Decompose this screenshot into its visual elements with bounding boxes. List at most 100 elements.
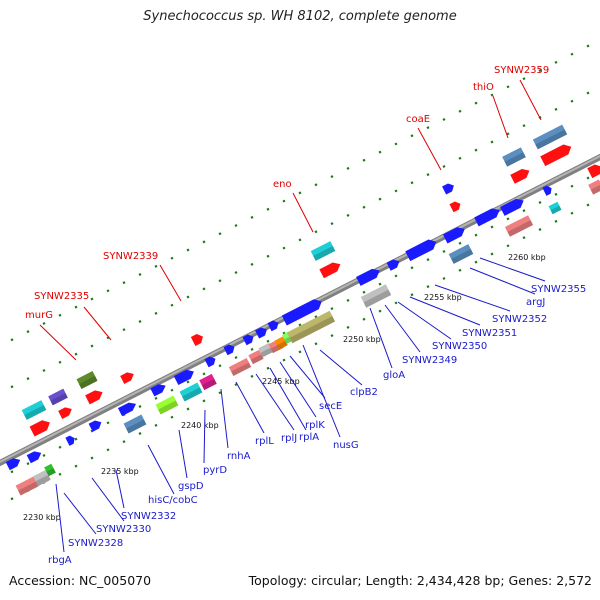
- guide-dot: [58, 360, 62, 364]
- gene-feature: [449, 201, 461, 213]
- gene-feature: [442, 227, 465, 244]
- gene-label-bottom: SYNW2349: [402, 355, 457, 366]
- gene-shape: [319, 262, 341, 279]
- guide-dot: [218, 391, 222, 395]
- gene-feature: [542, 185, 552, 196]
- guide-dot: [42, 368, 46, 372]
- leader-line: [235, 381, 265, 434]
- scale-tick-label: 2240 kbp: [181, 421, 219, 430]
- gene-shade: [126, 419, 147, 434]
- gene-label-bottom: SYNW2332: [121, 511, 176, 522]
- gene-feature: [502, 147, 526, 167]
- gene-shape: [65, 435, 75, 446]
- gene-shape: [442, 183, 454, 195]
- scale-tick-label: 2250 kbp: [343, 335, 381, 344]
- gene-feature: [44, 463, 56, 477]
- gene-feature: [190, 334, 203, 346]
- gene-shape: [500, 198, 524, 216]
- gene-shape: [204, 356, 216, 368]
- gene-shade: [46, 468, 56, 477]
- guide-dot: [138, 273, 142, 276]
- guide-dot: [410, 181, 414, 185]
- guide-dot: [186, 295, 190, 299]
- gene-label-top: thiO: [473, 82, 494, 93]
- guide-dot: [362, 205, 366, 209]
- guide-dot: [458, 241, 462, 245]
- gene-shape: [442, 227, 465, 244]
- gene-shape: [76, 371, 98, 389]
- gene-shape: [510, 168, 530, 184]
- guide-dot: [90, 344, 94, 348]
- guide-dot: [26, 330, 30, 334]
- guide-dot: [186, 380, 190, 384]
- guide-dot: [26, 377, 30, 381]
- gene-shape: [44, 463, 56, 477]
- gene-feature: [123, 414, 147, 434]
- guide-dot: [234, 271, 238, 275]
- guide-dot: [250, 215, 254, 219]
- gene-shade: [231, 362, 252, 376]
- leader-line: [178, 429, 188, 479]
- guide-dot: [394, 189, 398, 193]
- gene-shade: [250, 354, 264, 365]
- gene-feature: [442, 183, 454, 195]
- gene-label-bottom: SYNW2350: [432, 341, 487, 352]
- gene-label-top: SYNW2339: [103, 251, 158, 262]
- guide-dot: [570, 52, 574, 56]
- gene-shape: [360, 284, 392, 308]
- guide-dot: [346, 298, 350, 302]
- guide-dot: [330, 307, 334, 311]
- guide-dot: [10, 497, 14, 501]
- guide-dot: [154, 311, 158, 315]
- guide-dot: [266, 339, 270, 343]
- guide-dot: [538, 69, 542, 72]
- leader-line: [434, 284, 511, 312]
- leader-line: [63, 492, 97, 535]
- gene-shade: [535, 129, 568, 150]
- gene-feature: [88, 420, 102, 432]
- gene-shape: [405, 239, 437, 262]
- gene-feature: [117, 402, 137, 417]
- gene-shape: [248, 349, 264, 365]
- gene-shape: [123, 414, 147, 434]
- guide-dot: [410, 293, 414, 297]
- scale-ticks: 2230 kbp 2235 kbp 2240 kbp 2245 kbp 2250 kbp…: [23, 253, 546, 522]
- guide-dot: [186, 407, 190, 411]
- guide-dot: [522, 209, 526, 213]
- scale-tick-label: 2260 kbp: [508, 253, 546, 262]
- gene-feature: [356, 268, 380, 286]
- guide-dot: [170, 303, 174, 307]
- gene-shade: [201, 378, 217, 391]
- gene-label-bottom: gloA: [383, 370, 405, 381]
- gene-shade: [507, 220, 534, 237]
- gene-feature: [223, 344, 235, 356]
- guide-dot: [554, 219, 558, 223]
- guide-dot: [474, 101, 478, 105]
- guide-dot: [506, 132, 510, 136]
- gene-feature: [548, 201, 562, 215]
- gene-shape: [587, 164, 600, 179]
- gene-label-bottom: rplJ: [281, 433, 297, 444]
- gene-shape: [155, 395, 179, 415]
- guide-dot: [314, 315, 318, 319]
- gene-feature: [26, 451, 42, 464]
- guide-dot: [122, 328, 126, 332]
- guide-dot: [170, 256, 174, 260]
- gene-shade: [35, 474, 51, 487]
- leader-line: [159, 264, 182, 302]
- guide-dot: [90, 456, 94, 460]
- label-leaders: [39, 79, 546, 553]
- guide-dot: [570, 211, 574, 215]
- gene-shape: [474, 208, 500, 227]
- guide-dot: [458, 156, 462, 160]
- gene-feature: [281, 299, 322, 326]
- gene-label-bottom: argJ: [526, 297, 545, 308]
- leader-line: [255, 373, 295, 431]
- gene-feature: [179, 382, 203, 402]
- gene-shape: [274, 336, 288, 350]
- guide-dot: [522, 77, 526, 81]
- gene-label-bottom: rnhA: [227, 451, 251, 462]
- leader-line: [220, 388, 229, 449]
- gene-shape: [173, 369, 194, 385]
